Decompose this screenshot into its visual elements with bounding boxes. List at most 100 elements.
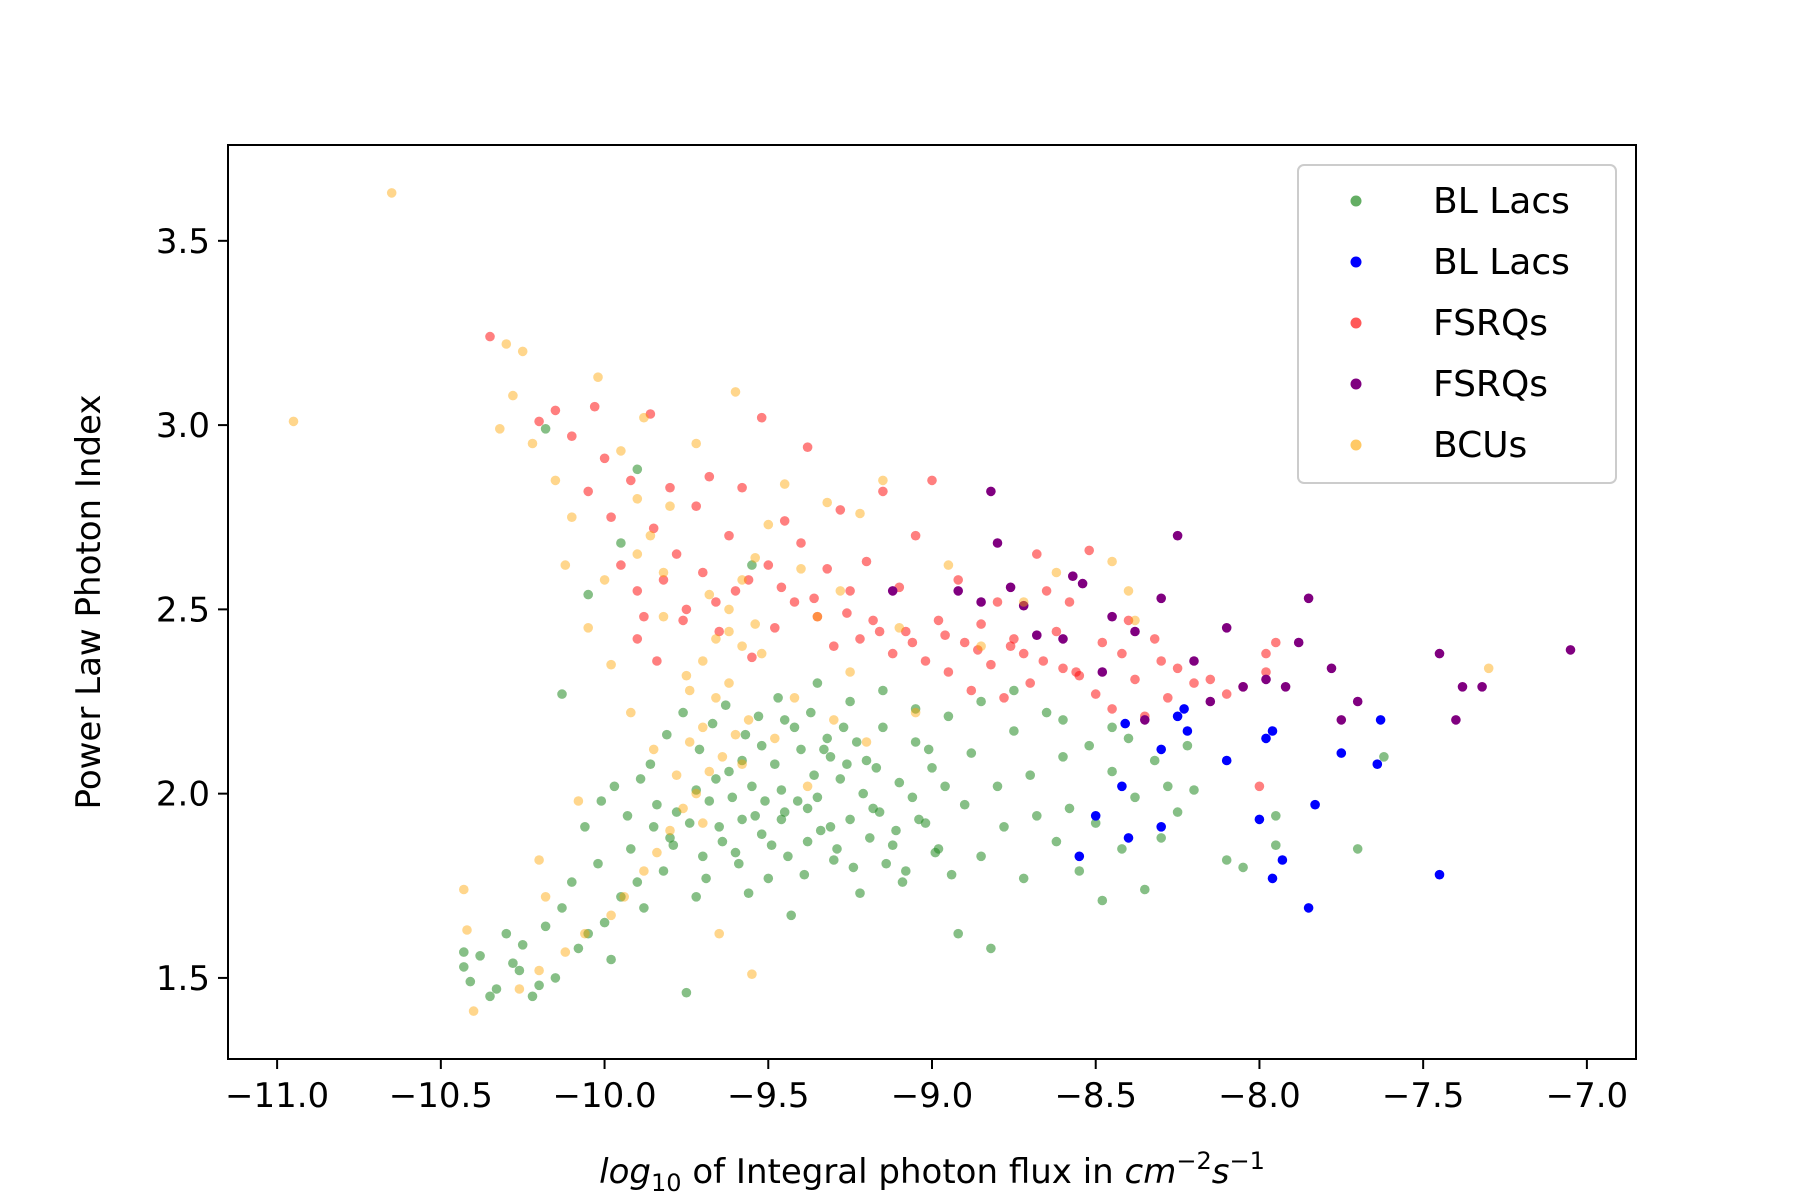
data-point-series-1	[783, 851, 793, 862]
data-point-series-1	[986, 943, 996, 954]
data-point-series-3	[966, 685, 977, 696]
data-point-series-5	[527, 438, 538, 449]
data-point-series-5	[802, 781, 813, 792]
data-point-series-1	[815, 825, 826, 836]
data-point-series-2	[1310, 799, 1320, 810]
data-point-series-5	[789, 693, 800, 703]
data-point-series-1	[779, 807, 790, 817]
data-point-series-1	[901, 866, 911, 876]
data-point-series-5	[639, 866, 649, 876]
data-point-series-1	[910, 704, 921, 714]
data-point-series-3	[737, 482, 747, 493]
data-point-series-1	[691, 785, 701, 795]
data-point-series-3	[855, 634, 865, 644]
data-point-series-5	[684, 737, 695, 747]
data-point-series-4	[1293, 637, 1304, 648]
data-point-series-5	[704, 589, 715, 600]
data-point-series-1	[796, 744, 806, 755]
data-point-series-1	[730, 847, 741, 858]
data-point-series-5	[1123, 586, 1134, 596]
legend-marker	[1350, 317, 1362, 329]
data-point-series-3	[589, 401, 600, 412]
data-point-series-2	[1120, 718, 1130, 729]
data-point-series-1	[567, 877, 577, 887]
data-point-series-4	[1172, 530, 1183, 541]
legend-marker	[1350, 378, 1362, 390]
data-point-series-1	[914, 814, 924, 825]
data-point-series-5	[724, 604, 734, 615]
data-point-series-3	[887, 648, 898, 659]
data-point-series-1	[694, 744, 705, 755]
data-point-series-2	[1375, 715, 1386, 725]
data-point-series-1	[698, 851, 708, 862]
data-point-series-1	[923, 744, 934, 755]
legend-box	[1297, 164, 1617, 484]
data-point-series-5	[976, 641, 986, 651]
data-point-series-5	[681, 670, 692, 681]
data-point-series-5	[567, 512, 577, 522]
data-point-series-5	[534, 965, 544, 976]
data-point-series-3	[1071, 667, 1081, 677]
data-point-series-4	[1261, 674, 1271, 685]
data-point-series-1	[616, 892, 626, 902]
data-point-series-5	[501, 339, 512, 349]
data-point-series-4	[1457, 682, 1468, 692]
data-point-series-5	[756, 648, 767, 659]
data-point-series-5	[1130, 615, 1140, 626]
data-point-series-1	[819, 744, 829, 755]
data-point-series-1	[806, 707, 816, 718]
data-point-series-5	[459, 884, 469, 895]
data-point-series-1	[999, 822, 1009, 832]
data-point-series-3	[973, 645, 983, 655]
data-point-series-2	[1074, 851, 1085, 862]
data-point-series-1	[894, 777, 905, 788]
data-point-series-4	[1477, 682, 1487, 692]
data-point-series-1	[829, 855, 839, 865]
data-point-series-4	[976, 597, 986, 607]
data-point-series-5	[845, 667, 855, 677]
data-point-series-3	[910, 530, 921, 541]
data-point-series-5	[812, 611, 823, 622]
data-point-series-1	[635, 774, 646, 784]
data-point-series-5	[550, 475, 561, 486]
data-point-series-1	[789, 722, 800, 733]
data-point-series-1	[557, 689, 567, 699]
data-point-series-5	[796, 564, 806, 574]
data-point-series-1	[891, 825, 901, 836]
data-point-series-3	[756, 412, 767, 423]
data-point-series-1	[825, 822, 836, 832]
data-point-series-1	[599, 917, 610, 928]
data-point-series-4	[1352, 696, 1363, 707]
data-point-series-3	[1058, 663, 1068, 674]
data-point-series-3	[812, 611, 823, 622]
data-point-series-1	[802, 836, 813, 847]
data-point-series-1	[976, 696, 986, 707]
x-tick-label: −8.5	[1054, 1076, 1137, 1116]
data-point-series-1	[593, 858, 603, 869]
data-point-series-2	[1267, 873, 1278, 884]
x-tick-label: −11.0	[225, 1076, 329, 1116]
data-point-series-1	[1238, 862, 1248, 873]
data-point-series-1	[514, 965, 525, 976]
data-point-series-1	[1018, 873, 1029, 884]
data-point-series-3	[698, 567, 708, 578]
data-point-series-3	[999, 693, 1009, 703]
data-point-series-3	[658, 575, 669, 585]
data-point-series-3	[1025, 678, 1035, 688]
data-point-series-3	[681, 604, 692, 615]
data-point-series-1	[671, 807, 682, 817]
y-tick-label: 2.5	[156, 590, 210, 630]
data-point-series-5	[711, 634, 721, 644]
data-point-series-5	[573, 796, 584, 806]
data-point-series-5	[514, 984, 525, 994]
data-point-series-5	[462, 925, 472, 935]
data-point-series-5	[743, 715, 754, 725]
data-point-series-3	[770, 623, 780, 633]
data-point-series-5	[606, 659, 616, 670]
data-point-series-5	[652, 847, 662, 858]
data-point-series-5	[678, 803, 688, 814]
data-point-series-4	[1130, 626, 1140, 637]
data-point-series-5	[1483, 663, 1494, 674]
data-point-series-1	[838, 722, 849, 733]
data-point-series-2	[1179, 704, 1189, 714]
